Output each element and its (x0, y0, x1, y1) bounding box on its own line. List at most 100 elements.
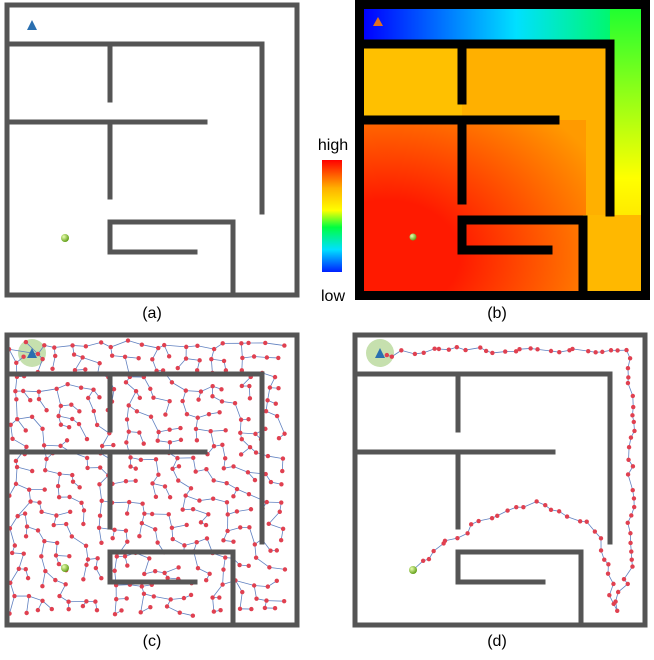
tree-node (238, 431, 242, 435)
tree-node (632, 429, 636, 433)
tree-edge (142, 523, 155, 529)
tree-node (123, 355, 127, 359)
tree-node (599, 536, 603, 540)
tree-node (82, 508, 86, 512)
tree-node (59, 423, 63, 427)
tree-edge (10, 528, 15, 545)
caption: (a) (142, 305, 162, 322)
tree-node (100, 499, 104, 503)
tree-edge (17, 467, 32, 471)
tree-node (437, 347, 441, 351)
tree-node (606, 571, 610, 575)
tree-edge (10, 596, 15, 613)
tree-node (207, 572, 211, 576)
tree-node (179, 438, 183, 442)
tree-node (239, 452, 243, 456)
tree-node (240, 384, 244, 388)
tree-node (137, 534, 141, 538)
tree-node (100, 444, 104, 448)
tree-edge (137, 411, 151, 416)
tree-node (66, 607, 70, 611)
tree-node (43, 487, 47, 491)
tree-node (147, 556, 151, 560)
tree-edge (75, 357, 83, 370)
tree-node (191, 456, 195, 460)
tree-node (240, 437, 244, 441)
tree-node (171, 537, 175, 541)
tree-edge (57, 389, 61, 406)
tree-node (505, 508, 509, 512)
tree-node (14, 361, 18, 365)
tree-node (195, 344, 199, 348)
tree-node (70, 417, 74, 421)
tree-node (193, 469, 197, 473)
tree-edge (265, 343, 284, 346)
tree-node (22, 551, 26, 555)
tree-node (81, 522, 85, 526)
tree-node (54, 513, 58, 517)
tree-edge (42, 571, 45, 586)
tree-node (67, 554, 71, 558)
tree-node (248, 445, 252, 449)
tree-node (140, 502, 144, 506)
tree-node (128, 464, 132, 468)
tree-node (196, 566, 200, 570)
tree-node (15, 465, 19, 469)
tree-node (52, 345, 56, 349)
tree-node (153, 569, 157, 573)
tree-edge (193, 509, 208, 514)
tree-node (81, 577, 85, 581)
tree-node (65, 382, 69, 386)
tree-node (133, 479, 137, 483)
tree-node (630, 557, 634, 561)
tree-node (626, 381, 630, 385)
tree-node (99, 541, 103, 545)
tree-edge (99, 484, 101, 500)
tree-node (615, 609, 619, 613)
tree-node (209, 357, 213, 361)
tree-node (10, 551, 14, 555)
maze-b-value-map (355, 0, 650, 300)
tree-node (99, 576, 103, 580)
tree-node (37, 389, 41, 393)
tree-node (71, 480, 75, 484)
tree-node (570, 347, 574, 351)
tree-node (84, 544, 88, 548)
tree-node (217, 595, 221, 599)
tree-node (247, 384, 251, 388)
tree-edge (211, 430, 226, 431)
tree-node (199, 520, 203, 524)
tree-node (153, 527, 157, 531)
tree-node (283, 567, 287, 571)
tree-node (385, 353, 389, 357)
tree-node (124, 596, 128, 600)
tree-node (170, 467, 174, 471)
tree-node (14, 397, 18, 401)
tree-edge (45, 470, 59, 474)
tree-edge (269, 524, 283, 529)
tree-node (148, 605, 152, 609)
tree-node (269, 480, 273, 484)
tree-node (282, 599, 286, 603)
tree-edge (165, 567, 179, 572)
tree-node (182, 596, 186, 600)
tree-node (13, 389, 17, 393)
tree-node (67, 495, 71, 499)
tree-node (119, 608, 123, 612)
tree-node (178, 426, 182, 430)
tree-edge (129, 391, 136, 405)
tree-node (111, 443, 115, 447)
tree-node (600, 350, 604, 354)
tree-node (248, 396, 252, 400)
tree-edge (196, 429, 211, 431)
tree-node (148, 387, 152, 391)
tree-node (53, 354, 57, 358)
tree-node (565, 514, 569, 518)
tree-node (70, 343, 74, 347)
tree-node (607, 593, 611, 597)
tree-node (490, 351, 494, 355)
tree-edge (240, 592, 242, 609)
tree-node (182, 543, 186, 547)
tree-edge (241, 343, 242, 358)
tree-node (222, 359, 226, 363)
